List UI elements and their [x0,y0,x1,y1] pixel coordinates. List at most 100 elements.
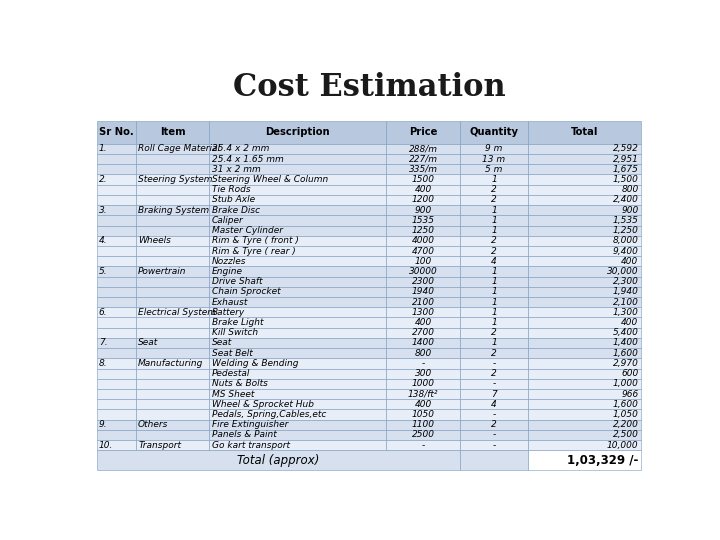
Text: 400: 400 [415,318,432,327]
Bar [528,348,642,359]
Bar [96,164,136,174]
Bar [96,307,136,318]
Text: 2,951: 2,951 [613,154,639,164]
Text: 1,940: 1,940 [613,287,639,296]
Bar [460,379,528,389]
Bar [96,409,136,420]
Text: 400: 400 [621,318,639,327]
Text: 2,100: 2,100 [613,298,639,307]
Text: Powertrain: Powertrain [138,267,186,276]
Bar [136,440,210,450]
Bar [528,174,642,185]
Bar [96,276,136,287]
Text: 1000: 1000 [412,380,435,388]
Bar [210,174,387,185]
Bar [210,297,387,307]
Text: 1,050: 1,050 [613,410,639,419]
Bar [387,195,460,205]
Text: 2300: 2300 [412,277,435,286]
Bar [387,328,460,338]
Bar [387,307,460,318]
Bar [96,144,136,154]
Bar [136,328,210,338]
Text: Panels & Paint: Panels & Paint [212,430,276,440]
Bar [210,266,387,276]
Bar [460,154,528,164]
Bar [136,226,210,236]
Text: Caliper: Caliper [212,216,243,225]
Bar [460,409,528,420]
Text: 25.4 x 1.65 mm: 25.4 x 1.65 mm [212,154,284,164]
Bar [460,246,528,256]
Text: -: - [422,441,425,450]
Text: 1,500: 1,500 [613,175,639,184]
Text: Fire Extinguisher: Fire Extinguisher [212,420,288,429]
Text: Exhaust: Exhaust [212,298,248,307]
Bar [96,318,136,328]
Text: 1,000: 1,000 [613,380,639,388]
Bar [136,164,210,174]
Bar [528,389,642,399]
Text: Quantity: Quantity [469,127,518,137]
Text: Others: Others [138,420,168,429]
Text: Kill Switch: Kill Switch [212,328,258,338]
Text: 1050: 1050 [412,410,435,419]
Text: 4: 4 [491,400,497,409]
Bar [528,297,642,307]
Bar [136,144,210,154]
Text: Seat: Seat [212,339,232,348]
Text: 9 m: 9 m [485,144,503,153]
Bar [387,256,460,266]
Bar [460,328,528,338]
Bar [528,205,642,215]
Bar [210,348,387,359]
Text: Steering Wheel & Column: Steering Wheel & Column [212,175,328,184]
Bar [210,420,387,430]
Bar [96,287,136,297]
Bar [387,276,460,287]
Text: 4: 4 [491,257,497,266]
Bar [136,266,210,276]
Bar [528,359,642,368]
Bar [136,205,210,215]
Bar [528,287,642,297]
Text: 31 x 2 mm: 31 x 2 mm [212,165,261,174]
Bar [96,246,136,256]
Bar [460,359,528,368]
Text: 8,000: 8,000 [613,237,639,245]
Text: -: - [492,441,495,450]
Bar [136,389,210,399]
Bar [528,256,642,266]
Bar [387,215,460,226]
Bar [387,379,460,389]
Bar [210,389,387,399]
Text: 4.: 4. [99,237,107,245]
Text: 7: 7 [491,389,497,399]
Text: Electrical System: Electrical System [138,308,216,317]
Text: 966: 966 [621,389,639,399]
Text: 1.: 1. [99,144,107,153]
Bar [136,318,210,328]
Text: 800: 800 [621,185,639,194]
Bar [96,195,136,205]
Text: 1: 1 [491,206,497,215]
Text: 13 m: 13 m [482,154,505,164]
Text: 1: 1 [491,287,497,296]
Text: 2.: 2. [99,175,107,184]
Text: Sr No.: Sr No. [99,127,134,137]
Text: Total: Total [571,127,598,137]
Bar [528,318,642,328]
Bar [387,144,460,154]
Text: 300: 300 [415,369,432,378]
Bar [528,195,642,205]
Bar [96,297,136,307]
Bar [136,121,210,144]
Text: 335/m: 335/m [409,165,438,174]
Bar [387,236,460,246]
Text: Drive Shaft: Drive Shaft [212,277,262,286]
Bar [387,266,460,276]
Text: 5 m: 5 m [485,165,503,174]
Bar [387,121,460,144]
Bar [387,420,460,430]
Text: Total (approx): Total (approx) [237,454,320,467]
